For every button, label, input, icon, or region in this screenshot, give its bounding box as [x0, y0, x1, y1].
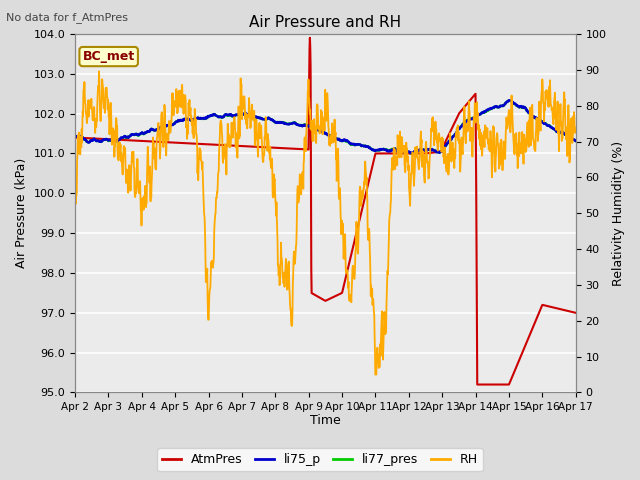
Title: Air Pressure and RH: Air Pressure and RH [250, 15, 401, 30]
Y-axis label: Relativity Humidity (%): Relativity Humidity (%) [612, 141, 625, 286]
Legend: AtmPres, li75_p, li77_pres, RH: AtmPres, li75_p, li77_pres, RH [157, 448, 483, 471]
Y-axis label: Air Pressure (kPa): Air Pressure (kPa) [15, 158, 28, 268]
Text: No data for f_AtmPres: No data for f_AtmPres [6, 12, 129, 23]
Text: BC_met: BC_met [83, 50, 135, 63]
X-axis label: Time: Time [310, 414, 340, 427]
